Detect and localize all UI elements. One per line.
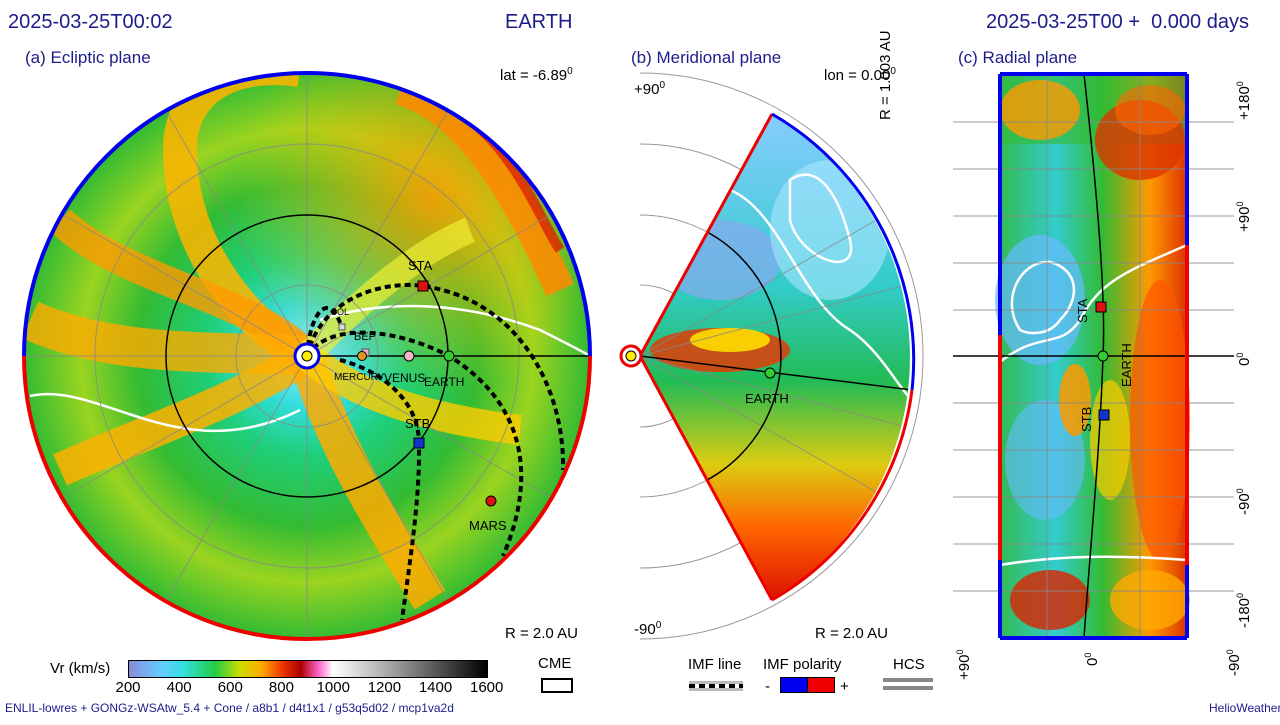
helioweather-brand: HelioWeather	[1209, 701, 1280, 715]
radial-sta-marker	[1095, 301, 1107, 313]
radial-bottom-tick-minus90: -900	[1225, 649, 1243, 676]
sun-icon	[301, 350, 313, 362]
radial-right-tick-0: 00	[1235, 352, 1253, 366]
mercury-marker	[357, 351, 367, 361]
meridional-radius-label: R = 2.0 AU	[815, 625, 888, 642]
radial-title: (c) Radial plane	[958, 48, 1078, 67]
meridional-polarity-negative-arc	[771, 112, 916, 391]
header-target: EARTH	[505, 11, 573, 33]
cme-legend-swatch	[541, 678, 573, 693]
radial-bottom-tick-plus90: +900	[955, 649, 973, 680]
radial-right-tick-minus180: -1800	[1235, 592, 1253, 628]
lon-readout: lon = 0.000	[824, 66, 896, 84]
sol-label: SOL	[331, 307, 349, 317]
radial-stb-marker	[1098, 409, 1110, 421]
meridional-plane-panel: EARTH	[619, 72, 924, 640]
meridional-title: (b) Meridional plane	[631, 48, 782, 67]
imf-polarity-positive-swatch	[807, 677, 835, 693]
colorbar-tick-label: 400	[166, 679, 192, 696]
bep-label: BEP	[354, 331, 376, 343]
hcs-legend-swatch-top	[883, 678, 933, 682]
radial-earth-marker	[1097, 350, 1109, 362]
sta-marker	[417, 280, 429, 292]
meridional-polarity-positive-arc	[771, 389, 914, 602]
mercury-label: MERCURY	[334, 372, 385, 383]
colorbar-tick-label: 1200	[367, 679, 402, 696]
lat-readout: lat = -6.890	[500, 66, 573, 84]
radial-right-tick-90: +900	[1235, 201, 1253, 232]
header-right-time: 2025-03-25T00 + 0.000 days	[986, 11, 1249, 33]
meridional-bottom-tick: -900	[634, 620, 662, 638]
ecliptic-polarity-negative-arc	[22, 71, 592, 357]
colorbar-label: Vr (km/s)	[50, 660, 111, 677]
colorbar-tick-label: 1000	[316, 679, 350, 696]
imf-polarity-legend-label: IMF polarity	[763, 656, 842, 673]
ecliptic-plane-panel: SOL BEP MERCURY VENUS EARTH STA STB MARS	[22, 71, 592, 641]
imf-line-legend-label: IMF line	[688, 656, 742, 673]
sta-label: STA	[408, 258, 433, 273]
ecliptic-polarity-positive-arc	[22, 355, 592, 641]
radial-stb-label: STB	[1079, 407, 1094, 432]
mars-marker	[485, 495, 497, 507]
imf-polarity-minus: -	[765, 678, 770, 695]
radial-bottom-tick-0: 00	[1083, 652, 1101, 666]
mars-label: MARS	[469, 518, 507, 533]
meridional-earth-label: EARTH	[745, 391, 789, 406]
colorbar-tick-label: 800	[268, 679, 294, 696]
earth-marker	[443, 350, 455, 362]
hcs-legend-label: HCS	[893, 656, 925, 673]
cme-legend-label: CME	[538, 655, 572, 672]
radial-earth-label: EARTH	[1119, 343, 1134, 387]
header-left-time: 2025-03-25T00:02	[8, 11, 173, 33]
model-config-footer: ENLIL-lowres + GONGz-WSAtw_5.4 + Cone / …	[5, 701, 454, 715]
radial-plane-panel: STA EARTH STB	[953, 72, 1234, 640]
colorbar-tick-label: 1400	[418, 679, 453, 696]
colorbar	[128, 660, 488, 678]
colorbar-tick-label: 1600	[470, 679, 504, 696]
venus-label: VENUS	[384, 371, 425, 385]
imf-polarity-plus: +	[840, 678, 849, 695]
sol-marker	[338, 323, 346, 331]
stb-marker	[413, 437, 425, 449]
venus-marker	[403, 350, 415, 362]
radial-distance-label: R = 1.003 AU	[877, 30, 894, 120]
radial-right-tick-180: +1800	[1235, 81, 1253, 120]
stb-label: STB	[405, 416, 430, 431]
meridional-top-tick: +900	[634, 80, 666, 98]
ecliptic-radius-label: R = 2.0 AU	[505, 625, 578, 642]
radial-right-tick-minus90: -900	[1235, 488, 1253, 515]
colorbar-tick-label: 200	[115, 679, 141, 696]
colorbar-tick-label: 600	[217, 679, 243, 696]
imf-line-legend-swatch	[689, 681, 743, 691]
radial-sta-label: STA	[1075, 298, 1090, 323]
hcs-legend-swatch-bottom	[883, 686, 933, 690]
imf-polarity-negative-swatch	[780, 677, 808, 693]
earth-label: EARTH	[424, 375, 464, 389]
meridional-earth-marker	[764, 367, 776, 379]
meridional-sun-icon	[625, 350, 637, 362]
ecliptic-title: (a) Ecliptic plane	[25, 48, 151, 67]
